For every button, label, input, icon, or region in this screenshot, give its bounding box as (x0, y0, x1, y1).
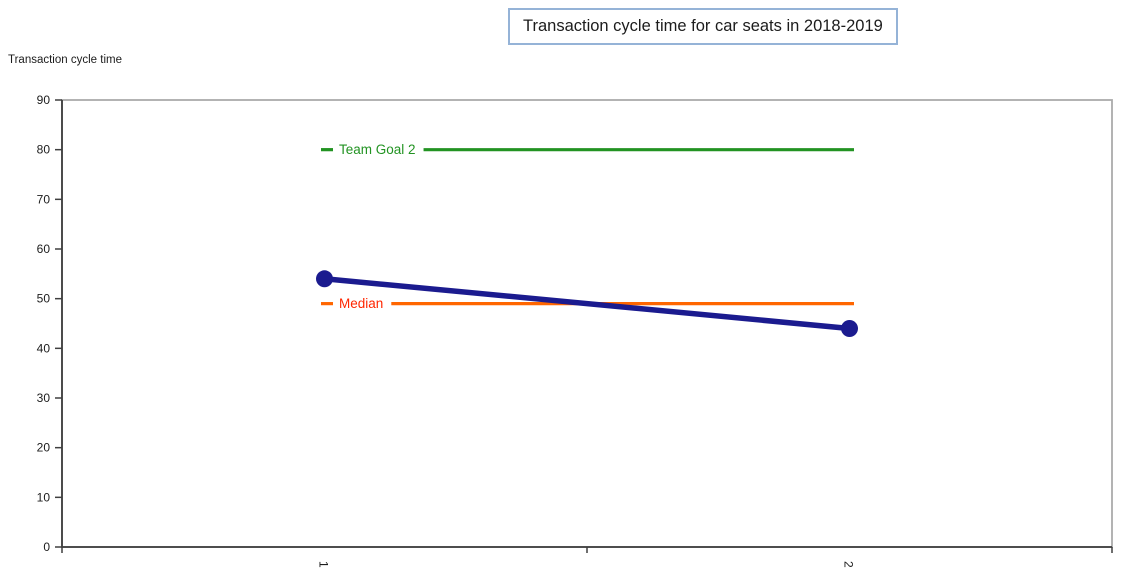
y-tick-label: 0 (43, 540, 50, 554)
y-tick-label: 40 (37, 341, 51, 355)
ref-line-label-median: Median (339, 296, 383, 311)
chart-title: Transaction cycle time for car seats in … (508, 8, 898, 45)
y-tick-label: 20 (37, 441, 51, 455)
series-point (841, 319, 858, 337)
y-tick-label: 10 (37, 490, 51, 504)
y-axis-title: Transaction cycle time (8, 54, 122, 66)
ref-line-label-team-goal-2: Team Goal 2 (339, 142, 416, 157)
series-line (321, 276, 853, 332)
x-category-label: 2 (842, 561, 856, 568)
y-tick-label: 80 (37, 143, 51, 157)
plot-border (61, 99, 1113, 548)
y-tick-label: 70 (37, 192, 51, 206)
series-point (316, 270, 333, 288)
y-tick-label: 50 (37, 292, 51, 306)
y-tick-label: 60 (37, 242, 51, 256)
y-tick-label: 90 (37, 93, 51, 107)
y-tick-label: 30 (37, 391, 51, 405)
x-category-label: 1 (317, 561, 331, 568)
